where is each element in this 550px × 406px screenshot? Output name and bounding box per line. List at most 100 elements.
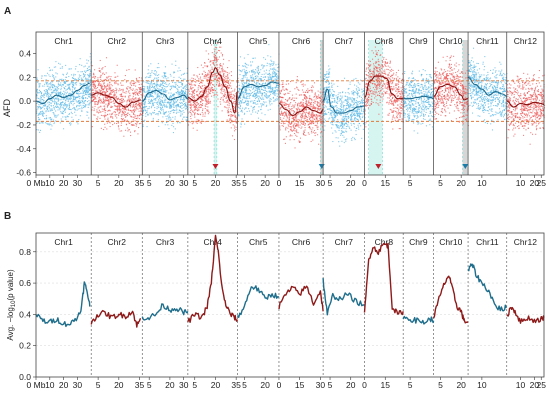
data-point	[100, 71, 102, 73]
data-point	[274, 72, 276, 74]
data-point	[76, 82, 78, 84]
data-point	[335, 124, 338, 126]
data-point	[205, 74, 208, 76]
data-point	[138, 81, 140, 83]
data-point	[65, 106, 67, 108]
data-point	[117, 126, 120, 128]
data-point	[46, 108, 49, 110]
data-point	[288, 107, 290, 109]
data-point	[179, 92, 182, 94]
data-point	[336, 124, 338, 126]
data-point	[301, 104, 303, 107]
data-point	[44, 93, 46, 95]
data-point	[341, 104, 343, 106]
data-point	[55, 90, 57, 92]
data-point	[142, 114, 144, 116]
data-point	[241, 101, 243, 103]
data-point	[230, 95, 232, 97]
data-point	[109, 88, 111, 90]
data-point	[356, 93, 358, 95]
data-point	[201, 97, 203, 99]
data-point	[228, 87, 230, 89]
data-point	[227, 92, 230, 94]
data-point	[121, 100, 123, 102]
data-point	[233, 98, 235, 100]
data-point	[265, 83, 267, 85]
data-point	[196, 113, 199, 115]
data-point	[267, 78, 269, 80]
data-point	[249, 97, 251, 99]
data-point	[251, 80, 253, 82]
data-point	[174, 101, 176, 103]
data-point	[146, 85, 148, 87]
data-point	[136, 118, 138, 120]
data-point	[180, 111, 182, 113]
data-point	[203, 75, 205, 77]
data-point	[255, 93, 257, 95]
data-point	[60, 102, 62, 104]
data-point	[224, 85, 226, 87]
data-point	[161, 107, 163, 109]
data-point	[297, 108, 299, 110]
data-point	[361, 102, 363, 104]
data-point	[138, 104, 140, 107]
data-point	[103, 79, 106, 81]
data-point	[147, 86, 149, 88]
data-point	[300, 116, 302, 118]
data-point	[107, 99, 109, 101]
data-point	[363, 106, 365, 108]
data-point	[160, 90, 162, 92]
data-point	[218, 82, 220, 84]
data-point	[314, 107, 316, 109]
data-point	[117, 83, 119, 85]
data-point	[51, 85, 53, 87]
data-point	[244, 89, 246, 91]
data-point	[213, 94, 215, 96]
data-point	[291, 94, 293, 96]
data-point	[264, 58, 267, 60]
data-point	[327, 99, 329, 101]
data-point	[271, 77, 273, 79]
data-point	[215, 78, 217, 80]
data-point	[252, 85, 255, 87]
data-point	[121, 130, 123, 132]
data-point	[301, 89, 304, 91]
data-point	[214, 74, 216, 76]
data-point	[111, 112, 113, 114]
data-point	[171, 105, 173, 108]
data-point	[161, 104, 163, 107]
data-point	[42, 122, 44, 124]
data-point	[100, 114, 102, 116]
data-point	[284, 120, 286, 122]
data-point	[121, 97, 123, 100]
data-point	[292, 116, 294, 118]
data-point	[98, 67, 100, 69]
data-point	[310, 102, 312, 104]
data-point	[156, 86, 158, 88]
data-point	[79, 58, 81, 60]
data-point	[299, 105, 301, 107]
data-point	[277, 105, 279, 107]
data-point	[255, 87, 257, 89]
data-point	[255, 69, 257, 71]
data-point	[96, 87, 99, 89]
data-point	[310, 113, 312, 115]
data-point	[252, 109, 254, 111]
data-point	[182, 93, 184, 95]
data-point	[245, 82, 247, 84]
data-point	[204, 75, 206, 77]
data-point	[331, 119, 333, 121]
data-point	[149, 95, 151, 97]
data-point	[324, 125, 326, 127]
data-point	[94, 103, 96, 105]
data-point	[76, 105, 78, 107]
data-point	[186, 80, 188, 82]
data-point	[191, 123, 193, 125]
data-point	[292, 125, 294, 127]
data-point	[41, 85, 44, 87]
data-point	[134, 92, 136, 94]
data-point	[169, 120, 171, 122]
data-point	[64, 116, 66, 118]
data-point	[187, 98, 189, 100]
data-point	[310, 121, 312, 123]
